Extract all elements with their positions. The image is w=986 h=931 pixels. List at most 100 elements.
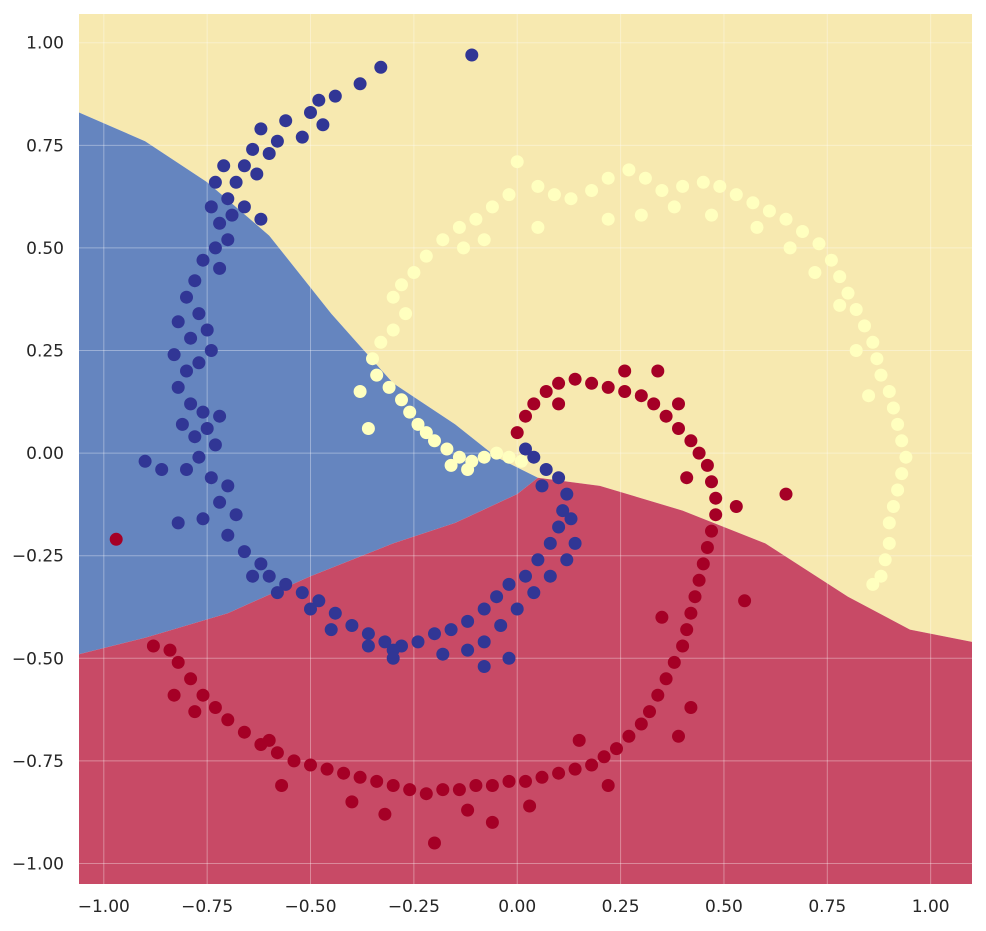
- plot-area: [79, 14, 972, 884]
- point-class-0: [204, 344, 218, 357]
- y-tick-label: 0.75: [26, 136, 64, 156]
- point-class-0: [494, 619, 508, 632]
- point-class-1: [796, 225, 809, 238]
- point-class-0: [279, 114, 293, 128]
- point-class-2: [221, 713, 235, 727]
- point-class-0: [295, 586, 309, 600]
- point-class-0: [304, 106, 317, 119]
- point-class-0: [328, 606, 342, 620]
- point-class-0: [188, 274, 202, 288]
- point-class-1: [477, 450, 491, 464]
- point-class-0: [386, 651, 400, 665]
- point-class-2: [680, 471, 694, 485]
- point-class-0: [304, 602, 317, 616]
- decision-region-class-2: [79, 477, 972, 884]
- point-class-1: [436, 233, 450, 247]
- y-tick-label: 0.50: [26, 239, 64, 259]
- point-class-2: [552, 766, 566, 780]
- point-class-0: [221, 528, 235, 542]
- point-class-2: [262, 733, 276, 747]
- point-class-0: [213, 216, 227, 230]
- point-class-2: [353, 770, 367, 784]
- point-class-2: [109, 532, 123, 546]
- point-class-1: [477, 233, 491, 247]
- point-class-1: [882, 385, 896, 398]
- point-class-2: [237, 725, 251, 739]
- point-class-0: [221, 479, 235, 493]
- point-class-1: [399, 307, 413, 321]
- point-class-2: [672, 729, 685, 743]
- point-class-0: [237, 159, 251, 173]
- point-class-0: [543, 536, 557, 550]
- point-class-1: [729, 188, 743, 202]
- point-class-1: [452, 220, 466, 234]
- point-class-1: [895, 467, 909, 481]
- x-tick-label: −0.50: [284, 897, 336, 917]
- point-class-1: [547, 188, 561, 202]
- point-class-2: [659, 409, 673, 423]
- point-class-0: [229, 508, 243, 522]
- point-class-2: [622, 729, 636, 743]
- point-class-2: [519, 409, 532, 423]
- point-class-2: [729, 500, 743, 513]
- point-class-2: [386, 779, 400, 792]
- point-class-0: [436, 647, 450, 661]
- point-class-2: [684, 606, 698, 620]
- point-class-1: [428, 434, 441, 448]
- point-class-2: [568, 762, 582, 776]
- point-class-0: [246, 569, 260, 583]
- point-class-2: [709, 508, 723, 522]
- point-class-2: [601, 380, 615, 394]
- point-class-2: [572, 733, 586, 747]
- point-class-1: [370, 368, 384, 382]
- x-tick-label: −0.25: [388, 897, 440, 917]
- y-tick-label: 0.00: [26, 444, 64, 464]
- point-class-0: [254, 212, 268, 226]
- point-class-1: [353, 385, 367, 398]
- point-class-2: [523, 799, 537, 813]
- decision-regions: [79, 14, 972, 884]
- point-class-1: [833, 270, 847, 284]
- point-class-1: [469, 212, 483, 226]
- point-class-1: [634, 208, 648, 222]
- point-class-2: [436, 783, 450, 797]
- point-class-2: [163, 643, 177, 657]
- point-class-1: [841, 286, 855, 300]
- point-class-0: [490, 590, 504, 604]
- point-class-0: [519, 442, 532, 456]
- point-class-1: [407, 266, 421, 279]
- point-class-1: [878, 553, 892, 567]
- scatter-points: [109, 48, 913, 850]
- point-class-1: [779, 212, 793, 226]
- point-class-2: [688, 590, 702, 604]
- point-class-0: [171, 516, 185, 530]
- point-class-1: [395, 393, 408, 407]
- point-class-2: [535, 770, 549, 784]
- y-axis-ticks: 1.00 0.75 0.50 0.25 0.00 −0.25 −0.50 −0.75 −1.00: [12, 34, 64, 875]
- point-class-0: [312, 594, 326, 608]
- point-class-2: [502, 774, 516, 788]
- point-class-2: [680, 623, 694, 637]
- point-class-1: [866, 335, 880, 349]
- point-class-1: [849, 344, 863, 357]
- point-class-2: [738, 594, 752, 608]
- point-class-0: [270, 134, 284, 148]
- point-class-0: [204, 200, 218, 214]
- point-class-2: [552, 397, 566, 411]
- point-class-2: [485, 779, 499, 792]
- y-tick-label: 0.25: [26, 342, 64, 362]
- point-class-1: [514, 454, 528, 468]
- point-class-1: [374, 335, 388, 349]
- point-class-0: [324, 623, 338, 637]
- point-class-0: [444, 623, 458, 637]
- point-class-1: [808, 266, 822, 279]
- point-class-2: [208, 701, 222, 714]
- point-class-2: [527, 397, 541, 411]
- point-class-0: [374, 60, 388, 74]
- point-class-0: [225, 208, 239, 222]
- point-class-0: [184, 331, 198, 345]
- point-class-1: [403, 405, 417, 419]
- point-class-0: [535, 479, 549, 493]
- point-class-1: [891, 417, 905, 431]
- point-class-0: [196, 405, 210, 419]
